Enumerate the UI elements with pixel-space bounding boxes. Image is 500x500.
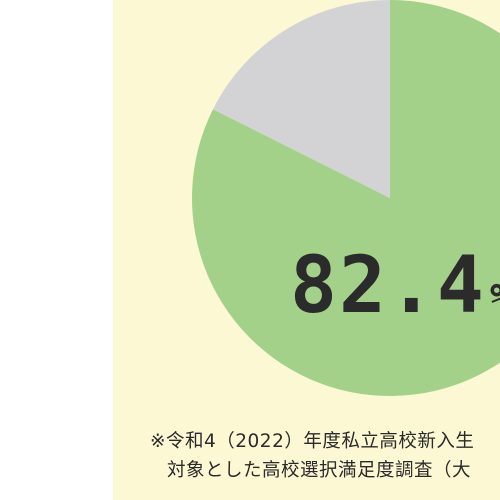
percentage-value: 82.4 <box>290 241 486 331</box>
percentage-unit: % <box>490 276 500 322</box>
footnote-line-2: 対象とした高校選択満足度調査（大 <box>167 460 472 481</box>
pie-slice-0 <box>192 0 500 396</box>
footnote-line-1: ※令和4（2022）年度私立高校新入生 <box>150 431 475 452</box>
percentage-label: 82.4% <box>290 241 500 331</box>
pie-slice-1 <box>213 0 390 198</box>
